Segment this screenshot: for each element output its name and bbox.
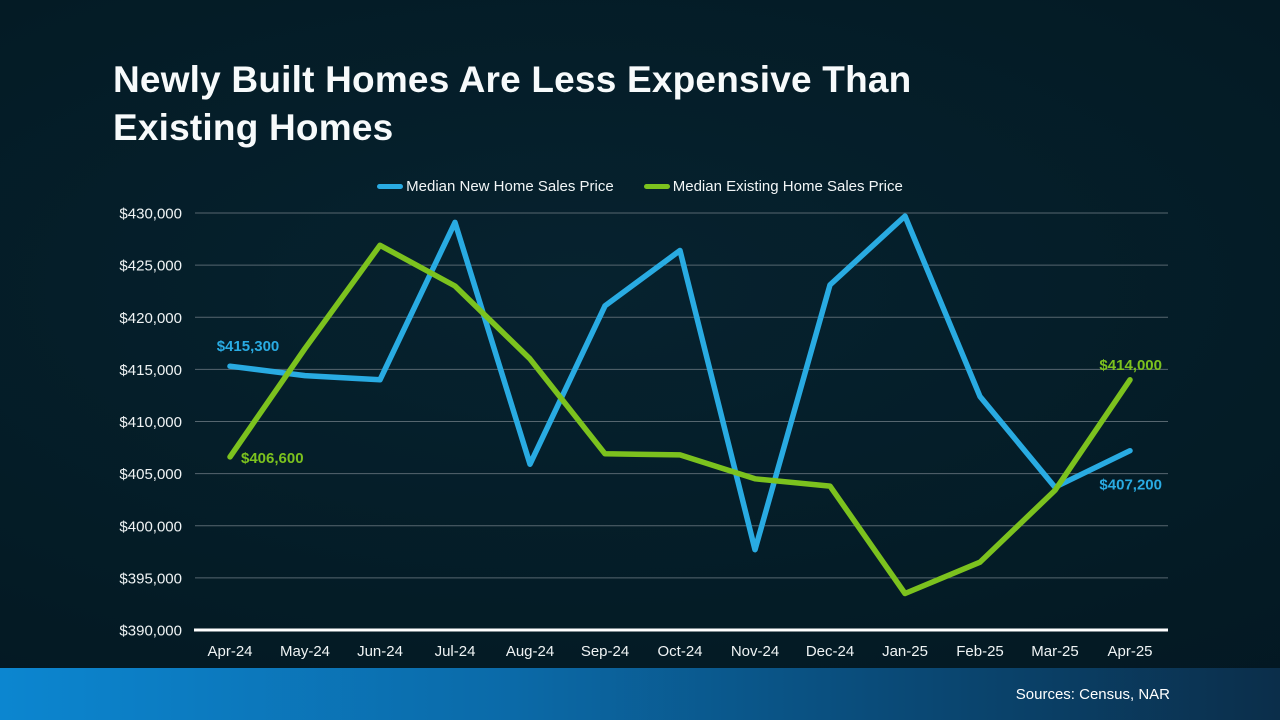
legend-label-new-home: Median New Home Sales Price — [406, 178, 614, 195]
chart-title: Newly Built Homes Are Less Expensive Tha… — [113, 59, 912, 148]
x-tick-label: Oct-24 — [657, 643, 702, 660]
x-tick-label: Jan-25 — [882, 643, 928, 660]
y-tick-label: $390,000 — [119, 623, 182, 640]
x-tick-label: Apr-24 — [207, 643, 252, 660]
x-tick-label: Jun-24 — [357, 643, 403, 660]
y-tick-label: $420,000 — [119, 310, 182, 327]
x-tick-label: May-24 — [280, 643, 330, 660]
legend-label-existing-home: Median Existing Home Sales Price — [672, 178, 903, 195]
y-tick-label: $425,000 — [119, 258, 182, 275]
new-home-price-line — [227, 213, 1133, 553]
y-tick-label: $395,000 — [119, 570, 182, 587]
x-tick-label: Sep-24 — [581, 643, 629, 660]
y-tick-label: $405,000 — [119, 466, 182, 483]
x-tick-label: Mar-25 — [1031, 643, 1079, 660]
existing-home-line-swatch-icon — [643, 184, 670, 189]
x-tick-label: Jul-24 — [435, 643, 476, 660]
existing-home-price-line — [227, 242, 1133, 597]
data-value-label: $407,200 — [1099, 477, 1162, 494]
x-tick-label: Dec-24 — [806, 643, 854, 660]
x-tick-label: Nov-24 — [731, 643, 779, 660]
data-value-label: $406,600 — [241, 450, 304, 467]
chart-legend: Median New Home Sales Price Median Exist… — [0, 178, 1280, 195]
data-value-label: $415,300 — [217, 338, 280, 355]
x-tick-label: Apr-25 — [1107, 643, 1152, 660]
x-tick-label: Aug-24 — [506, 643, 554, 660]
footer-bar: Sources: Census, NAR — [0, 668, 1280, 720]
sources-text: Sources: Census, NAR — [1015, 685, 1170, 703]
legend-item-existing-home: Median Existing Home Sales Price — [643, 178, 903, 195]
legend-item-new-home: Median New Home Sales Price — [377, 178, 614, 195]
x-tick-label: Feb-25 — [956, 643, 1004, 660]
y-tick-label: $430,000 — [119, 206, 182, 223]
y-tick-label: $400,000 — [119, 518, 182, 535]
new-home-line-swatch-icon — [377, 184, 404, 189]
y-tick-label: $410,000 — [119, 414, 182, 431]
y-tick-label: $415,000 — [119, 362, 182, 379]
data-value-label: $414,000 — [1099, 357, 1162, 374]
